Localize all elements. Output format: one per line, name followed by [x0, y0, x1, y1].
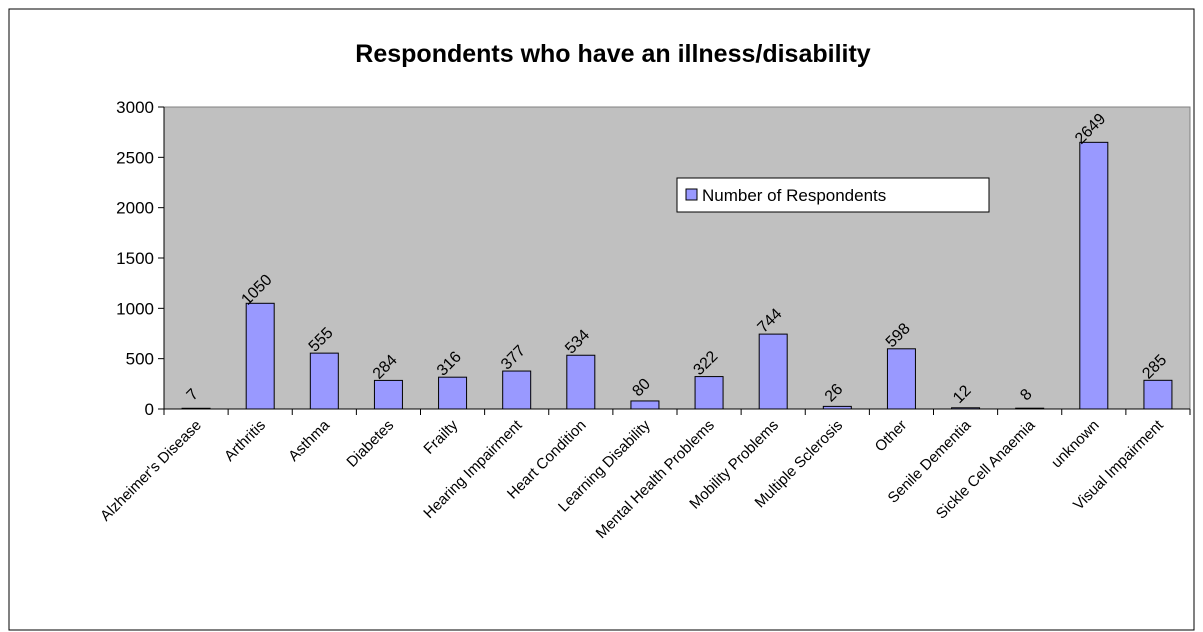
y-tick-label: 3000 [116, 98, 154, 117]
bars-group [181, 141, 1173, 410]
bar [822, 405, 852, 410]
bar [181, 407, 211, 410]
y-tick-label: 500 [126, 350, 154, 369]
bar [438, 376, 468, 410]
bar [502, 370, 532, 410]
legend-label: Number of Respondents [702, 186, 886, 205]
bar [630, 400, 660, 410]
bar [694, 376, 724, 410]
y-tick-label: 2500 [116, 148, 154, 167]
y-tick-label: 1500 [116, 249, 154, 268]
bar [758, 333, 788, 410]
bar [566, 354, 596, 410]
y-tick-label: 0 [145, 400, 154, 419]
bar [1143, 379, 1173, 410]
y-tick-label: 1000 [116, 299, 154, 318]
y-tick-label: 2000 [116, 199, 154, 218]
bar [951, 407, 981, 410]
bar [886, 348, 916, 410]
bar [245, 302, 275, 410]
chart-title: Respondents who have an illness/disabili… [355, 40, 871, 68]
legend-box [676, 177, 990, 213]
bar [1079, 141, 1109, 410]
bar [309, 352, 339, 410]
bar [373, 379, 403, 410]
legend-swatch [685, 188, 698, 201]
bar [1015, 407, 1045, 410]
legend: Number of Respondents [676, 177, 990, 213]
y-axis: 0 500 1000 1500 2000 2500 3000 [116, 98, 165, 419]
